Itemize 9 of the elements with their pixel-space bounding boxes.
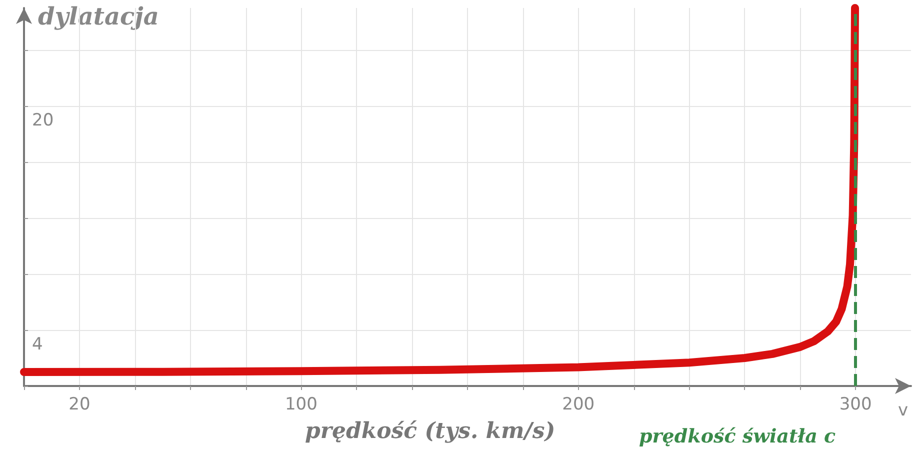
y-tick-label: 4 [32,334,43,354]
x-tick-label: 200 [562,394,595,414]
x-tick-label: 300 [839,394,872,414]
x-axis-title: prędkość (tys. km/s) [305,418,556,444]
y-axis-title: dylatacja [38,2,159,30]
x-tick-label: 20 [68,394,90,414]
x-tick-label: 100 [284,394,318,414]
text: v [898,400,908,420]
ref-line-label: prędkość światła c [639,426,836,448]
